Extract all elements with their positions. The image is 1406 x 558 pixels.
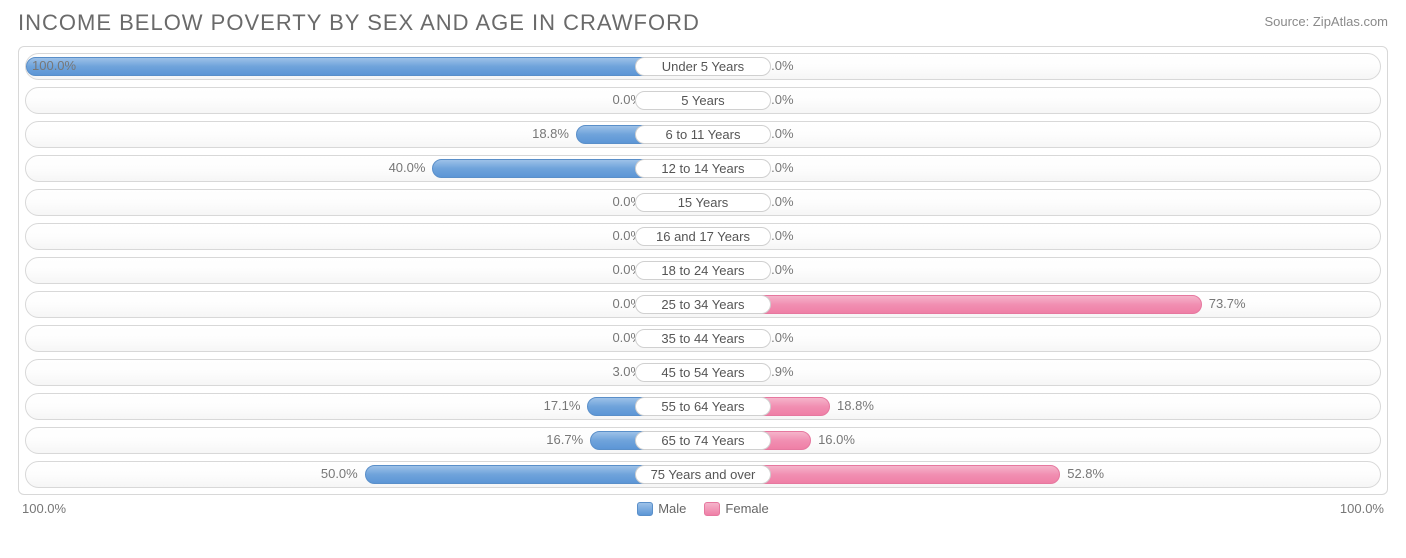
- female-half: 0.0%: [703, 326, 1380, 351]
- axis-left-label: 100.0%: [22, 501, 66, 516]
- age-category-label: 55 to 64 Years: [635, 397, 770, 416]
- legend-female: Female: [704, 501, 768, 516]
- female-half: 18.8%: [703, 394, 1380, 419]
- male-half: 0.0%: [26, 224, 703, 249]
- female-value-label: 16.0%: [818, 432, 855, 447]
- female-half: 0.0%: [703, 224, 1380, 249]
- male-half: 17.1%: [26, 394, 703, 419]
- chart-title: INCOME BELOW POVERTY BY SEX AND AGE IN C…: [18, 10, 700, 36]
- male-swatch-icon: [637, 502, 653, 516]
- female-half: 0.0%: [703, 88, 1380, 113]
- age-category-label: 15 Years: [635, 193, 770, 212]
- female-bar: [703, 295, 1202, 314]
- male-value-label: 18.8%: [532, 126, 569, 141]
- age-category-label: 6 to 11 Years: [635, 125, 770, 144]
- female-value-label: 52.8%: [1067, 466, 1104, 481]
- female-swatch-icon: [704, 502, 720, 516]
- male-half: 3.0%: [26, 360, 703, 385]
- age-category-label: 16 and 17 Years: [635, 227, 770, 246]
- male-half: 0.0%: [26, 292, 703, 317]
- age-category-label: 12 to 14 Years: [635, 159, 770, 178]
- chart-row: 18.8% 0.0%6 to 11 Years: [25, 121, 1381, 148]
- chart-row: 0.0%0.0%5 Years: [25, 87, 1381, 114]
- legend-male-label: Male: [658, 501, 686, 516]
- source-label: Source: ZipAtlas.com: [1264, 14, 1388, 29]
- male-half: 50.0%: [26, 462, 703, 487]
- male-half: 0.0%: [26, 258, 703, 283]
- chart-row: 50.0% 52.8% 75 Years and over: [25, 461, 1381, 488]
- legend-female-label: Female: [725, 501, 768, 516]
- female-value-label: 18.8%: [837, 398, 874, 413]
- male-half: 16.7%: [26, 428, 703, 453]
- chart-row: 0.0% 73.7% 25 to 34 Years: [25, 291, 1381, 318]
- chart-row: 0.0%0.0%18 to 24 Years: [25, 257, 1381, 284]
- female-half: 0.0%: [703, 122, 1380, 147]
- age-category-label: 35 to 44 Years: [635, 329, 770, 348]
- chart-row: 100.0% 0.0%Under 5 Years: [25, 53, 1381, 80]
- female-half: 6.9%: [703, 360, 1380, 385]
- male-half: 0.0%: [26, 190, 703, 215]
- chart-area: 100.0%0.0%Under 5 Years0.0%0.0%5 Years18…: [18, 46, 1388, 495]
- age-category-label: 18 to 24 Years: [635, 261, 770, 280]
- male-value-label: 50.0%: [321, 466, 358, 481]
- legend-male: Male: [637, 501, 686, 516]
- male-value-label: 40.0%: [389, 160, 426, 175]
- age-category-label: 25 to 34 Years: [635, 295, 770, 314]
- female-half: 52.8%: [703, 462, 1380, 487]
- chart-row: 16.7% 16.0% 65 to 74 Years: [25, 427, 1381, 454]
- male-bar: [26, 57, 703, 76]
- male-value-label: 100.0%: [32, 58, 76, 73]
- chart-row: 0.0%0.0%35 to 44 Years: [25, 325, 1381, 352]
- female-half: 0.0%: [703, 190, 1380, 215]
- age-category-label: 75 Years and over: [635, 465, 770, 484]
- age-category-label: 5 Years: [635, 91, 770, 110]
- female-half: 0.0%: [703, 258, 1380, 283]
- axis-right-label: 100.0%: [1340, 501, 1384, 516]
- header: INCOME BELOW POVERTY BY SEX AND AGE IN C…: [18, 10, 1388, 36]
- male-half: 0.0%: [26, 326, 703, 351]
- male-half: 0.0%: [26, 88, 703, 113]
- female-half: 0.0%: [703, 156, 1380, 181]
- chart-row: 0.0%0.0%15 Years: [25, 189, 1381, 216]
- female-half: 0.0%: [703, 54, 1380, 79]
- footer: 100.0% Male Female 100.0%: [18, 501, 1388, 516]
- age-category-label: 65 to 74 Years: [635, 431, 770, 450]
- male-half: 40.0%: [26, 156, 703, 181]
- chart-row: 3.0%6.9%45 to 54 Years: [25, 359, 1381, 386]
- female-half: 73.7%: [703, 292, 1380, 317]
- age-category-label: 45 to 54 Years: [635, 363, 770, 382]
- chart-row: 17.1% 18.8% 55 to 64 Years: [25, 393, 1381, 420]
- male-half: 100.0%: [26, 54, 703, 79]
- chart-row: 0.0%0.0%16 and 17 Years: [25, 223, 1381, 250]
- female-half: 16.0%: [703, 428, 1380, 453]
- male-value-label: 17.1%: [544, 398, 581, 413]
- male-half: 18.8%: [26, 122, 703, 147]
- male-value-label: 16.7%: [546, 432, 583, 447]
- female-value-label: 73.7%: [1209, 296, 1246, 311]
- chart-row: 40.0% 0.0%12 to 14 Years: [25, 155, 1381, 182]
- age-category-label: Under 5 Years: [635, 57, 770, 76]
- legend: Male Female: [637, 501, 769, 516]
